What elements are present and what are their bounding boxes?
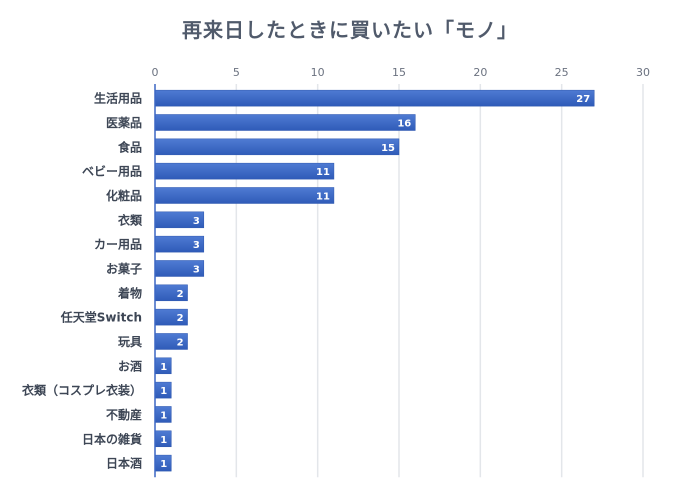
category-label: 日本酒	[106, 456, 142, 471]
bar	[154, 114, 416, 131]
data-label: 2	[177, 337, 184, 348]
x-tick-label: 15	[392, 66, 406, 79]
x-tick-label: 25	[555, 66, 569, 79]
bar	[154, 138, 400, 156]
bar	[154, 89, 595, 107]
data-label: 11	[316, 191, 330, 202]
data-label: 1	[160, 459, 167, 470]
x-tick-label: 0	[152, 66, 159, 79]
category-label: 化粧品	[106, 188, 142, 203]
x-tick-label: 30	[636, 66, 650, 79]
chart-title: 再来日したときに買いたい「モノ」	[182, 18, 518, 42]
category-label: 着物	[117, 285, 142, 300]
data-label: 3	[193, 216, 200, 227]
data-label: 1	[160, 362, 167, 373]
bar	[154, 162, 335, 180]
data-label: 16	[397, 118, 411, 129]
category-label: 生活用品	[94, 91, 142, 106]
data-label: 2	[177, 313, 184, 324]
category-label: 衣類	[118, 212, 143, 227]
category-label: 任天堂Switch	[60, 310, 142, 325]
x-tick-label: 20	[473, 66, 487, 79]
data-label: 11	[316, 167, 330, 178]
category-label: ベビー用品	[82, 164, 142, 179]
category-label: お菓子	[106, 261, 142, 276]
category-label: 日本の雑貨	[82, 431, 142, 446]
data-label: 1	[160, 410, 167, 421]
data-label: 2	[177, 289, 184, 300]
category-label: 玩具	[118, 335, 142, 349]
data-label: 1	[160, 435, 167, 446]
bar	[154, 187, 335, 204]
data-label: 15	[381, 143, 395, 154]
category-label: 医薬品	[106, 115, 142, 130]
x-tick-label: 5	[233, 66, 240, 79]
data-label: 27	[576, 94, 590, 105]
data-label: 3	[193, 240, 200, 251]
category-label: 不動産	[106, 407, 142, 422]
category-label: お酒	[118, 359, 142, 373]
category-label: 衣類（コスプレ衣装）	[22, 383, 142, 398]
category-label: 食品	[117, 139, 142, 154]
category-label: カー用品	[94, 238, 142, 252]
data-label: 1	[160, 386, 167, 397]
x-tick-label: 10	[311, 66, 325, 79]
data-label: 3	[193, 264, 200, 275]
